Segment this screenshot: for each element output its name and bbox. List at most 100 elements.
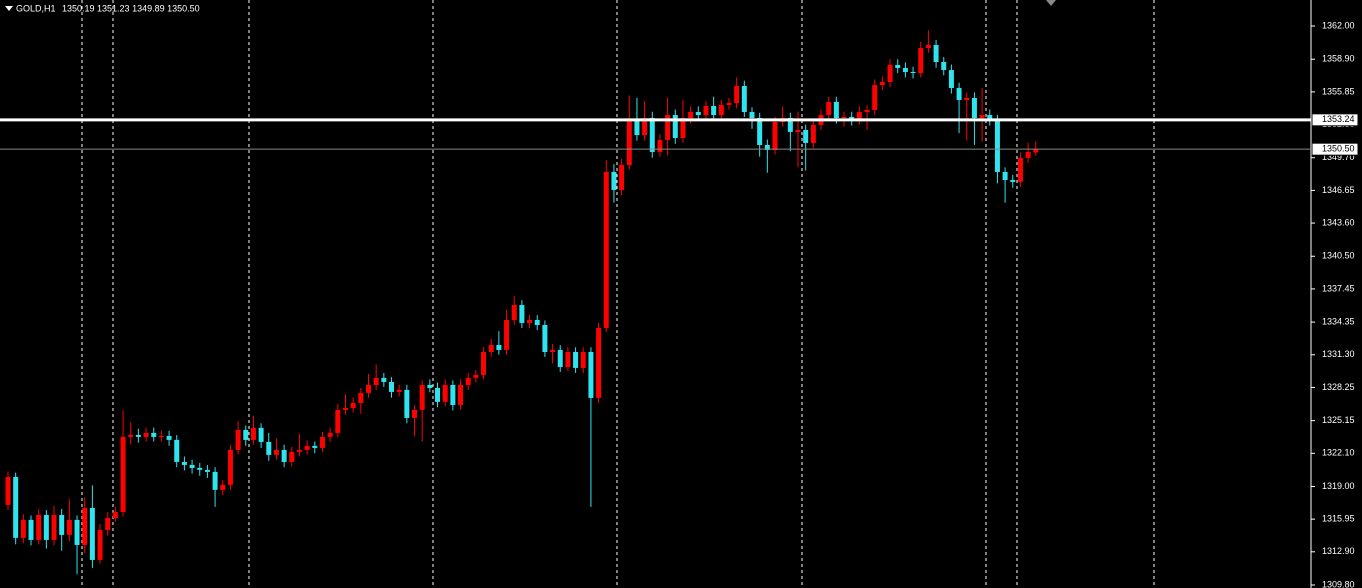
shift-marker [1046,0,1056,6]
y-tick-label: 1328.25 [1322,382,1355,392]
candle-body [135,434,141,437]
candle-body [227,449,233,485]
price-label-box [1311,113,1359,127]
y-tick-label: 1319.00 [1322,481,1355,491]
candle-body [281,449,287,462]
candle-body [542,325,548,352]
candle-body [304,445,310,450]
y-tick-label: 1343.60 [1322,217,1355,227]
candle-body [527,319,533,323]
y-tick-label: 1346.65 [1322,185,1355,195]
candle-body [987,115,993,120]
candle-body [665,115,671,140]
candle-body [59,514,65,535]
candle-body [51,514,57,540]
candle-body [580,351,586,368]
candle-body [419,384,425,410]
candle-body [258,427,264,442]
candle-body [373,377,379,385]
candle-body [565,351,571,367]
candle-body [389,381,394,392]
candle-body [89,507,95,560]
candle-body [1025,151,1031,158]
candle-body [204,469,210,472]
candle-body [734,85,740,104]
candle-body [189,464,195,468]
candle-body [289,451,295,462]
candle-body [1002,171,1008,181]
candle-body [504,319,510,350]
candle-body [642,118,648,136]
y-tick-label: 1312.90 [1322,546,1355,556]
candle-body [519,304,525,323]
candle-body [120,436,126,512]
y-tick-label: 1334.35 [1322,316,1355,326]
candle-body [887,65,893,83]
price-label: 1350.50 [1322,144,1355,154]
candle-body [212,471,218,490]
candle-body [396,389,402,392]
candle-body [105,517,111,530]
y-tick-label: 1331.30 [1322,349,1355,359]
candle-body [757,118,763,145]
candle-body [412,409,418,418]
candle-body [557,349,563,367]
candle-body [312,445,318,448]
candle-body [634,119,640,136]
candle-body [619,165,625,190]
candle-body [74,519,80,545]
candle-body [128,434,134,437]
y-tick-label: 1349.70 [1322,152,1355,162]
candle-body [534,319,540,326]
candle-body [925,44,931,48]
candle-body [511,304,517,320]
candle-body [197,467,203,470]
candle-body [1010,180,1016,182]
candle-body [243,429,249,440]
candle-body [603,171,609,328]
candle-body [1017,157,1023,182]
y-tick-label: 1325.15 [1322,415,1355,425]
candle-body [427,384,433,388]
candle-body [5,476,11,505]
candle-body [787,118,793,132]
candle-body [450,384,456,405]
candle-body [695,112,701,116]
candle-body [933,44,939,63]
candle-body [82,507,88,545]
candle-body [649,118,655,152]
y-tick-label: 1315.95 [1322,514,1355,524]
price-label: 1353.24 [1322,114,1355,124]
period-separators [81,0,1155,588]
candle-body [250,427,256,440]
candle-body [465,377,471,385]
candle-body [902,67,908,72]
candle-body [841,116,847,119]
candle-body [1033,149,1039,153]
candle-body [726,103,732,105]
header-arrow [5,6,13,11]
candle-body [220,484,226,490]
candle-body [626,119,632,166]
candle-body [994,119,1000,172]
candle-body [657,139,663,152]
candle-body [319,436,325,448]
candle-body [235,429,241,450]
candle-body [688,112,694,119]
candle-body [833,101,839,119]
candle-body [143,432,149,437]
candle-body [350,402,356,408]
candle-body [20,519,26,538]
y-tick-label: 1362.00 [1322,20,1355,30]
candle-body [36,514,42,540]
header-symbol: GOLD,H1 [16,3,56,13]
candle-body [327,432,333,437]
y-tick-label: 1358.90 [1322,54,1355,64]
candle-body [764,144,770,151]
candle-body [166,435,172,440]
y-tick-label: 1340.50 [1322,251,1355,261]
candle-body [895,65,901,68]
y-tick-label: 1355.85 [1322,86,1355,96]
candle-body [97,529,103,560]
